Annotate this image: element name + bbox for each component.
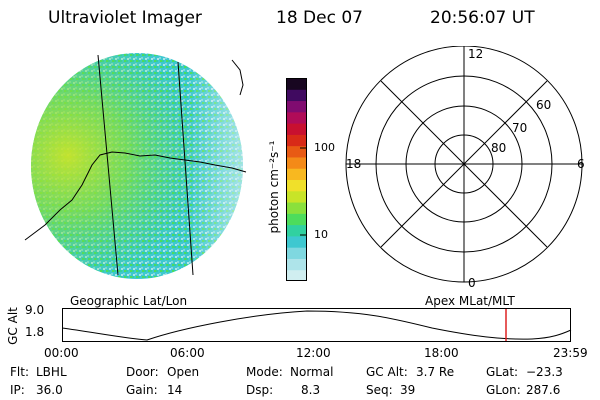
colorbar-band — [286, 100, 307, 113]
altitude-plot — [62, 308, 572, 342]
coastline-fragment — [231, 59, 244, 96]
colorbar-band — [286, 269, 307, 281]
glon-value: 287.6 — [526, 383, 561, 397]
image-time: 20:56:07 UT — [430, 8, 535, 28]
coastline-trace — [24, 151, 247, 241]
colorbar-band — [286, 202, 307, 214]
colorbar-band — [286, 156, 307, 169]
time-tick-1200: 12:00 — [296, 346, 331, 360]
polar-plot — [345, 46, 583, 283]
seq-value: 39 — [400, 383, 416, 397]
mode-label: Mode: — [246, 365, 283, 379]
colorbar-band — [286, 123, 307, 135]
colorbar-band — [286, 134, 307, 147]
mlat-label-70: 70 — [512, 121, 528, 135]
mlat-label-80: 80 — [491, 141, 507, 155]
image-date: 18 Dec 07 — [276, 8, 363, 28]
ip-value: 36.0 — [36, 383, 63, 397]
flt-value: LBHL — [36, 365, 67, 379]
colorbar — [286, 78, 307, 281]
mlt-label-6: 6 — [577, 157, 585, 171]
meridian-line — [97, 54, 119, 276]
uv-earth-image — [24, 53, 247, 279]
time-tick-2359: 23:59 — [553, 346, 588, 360]
time-tick-0000: 00:00 — [44, 346, 79, 360]
colorbar-band — [286, 235, 307, 248]
colorbar-band — [286, 190, 307, 203]
ip-label: IP: — [10, 383, 25, 397]
colorbar-tick-10: 10 — [314, 228, 328, 241]
gain-label: Gain: — [126, 383, 158, 397]
instrument-title: Ultraviolet Imager — [48, 8, 202, 28]
glat-label: GLat: — [486, 365, 519, 379]
time-tick-0600: 06:00 — [170, 346, 205, 360]
door-value: Open — [167, 365, 200, 379]
altitude-ylabel: GC Alt — [6, 307, 20, 345]
colorbar-band — [286, 258, 307, 271]
colorbar-tick-100: 100 — [314, 141, 335, 154]
colorbar-band — [286, 78, 307, 90]
colorbar-band — [286, 224, 307, 237]
colorbar-band — [286, 213, 307, 226]
earth-disk — [31, 53, 243, 279]
gain-value: 14 — [167, 383, 183, 397]
time-tick-1800: 18:00 — [424, 346, 459, 360]
altitude-curve — [62, 310, 572, 341]
meridian-line — [177, 61, 194, 276]
glon-label: GLon: — [486, 383, 521, 397]
altitude-ymin: 1.8 — [25, 325, 45, 339]
dsp-value: 8.3 — [301, 383, 321, 397]
altitude-ymax: 9.0 — [25, 303, 45, 317]
apex-caption: Apex MLat/MLT — [425, 294, 515, 308]
door-label: Door: — [126, 365, 159, 379]
mlt-diagonal — [380, 80, 548, 248]
gcalt-label: GC Alt: — [366, 365, 408, 379]
colorbar-band — [286, 168, 307, 180]
flt-label: Flt: — [10, 365, 29, 379]
mlt-label-0: 0 — [468, 276, 476, 290]
geographic-caption: Geographic Lat/Lon — [70, 294, 188, 308]
gcalt-value: 3.7 Re — [416, 365, 455, 379]
colorbar-band — [286, 89, 307, 102]
colorbar-band — [286, 111, 307, 124]
mode-value: Normal — [290, 365, 334, 379]
dsp-label: Dsp: — [246, 383, 274, 397]
colorbar-unit-label: photon cm⁻²s⁻¹ — [267, 140, 281, 234]
colorbar-band — [286, 247, 307, 259]
seq-label: Seq: — [366, 383, 393, 397]
colorbar-band — [286, 179, 307, 192]
mlt-label-18: 18 — [346, 157, 362, 171]
glat-value: −23.3 — [526, 365, 563, 379]
mlat-label-60: 60 — [536, 98, 552, 112]
colorbar-band — [286, 145, 307, 158]
mlt-label-12: 12 — [468, 47, 484, 61]
